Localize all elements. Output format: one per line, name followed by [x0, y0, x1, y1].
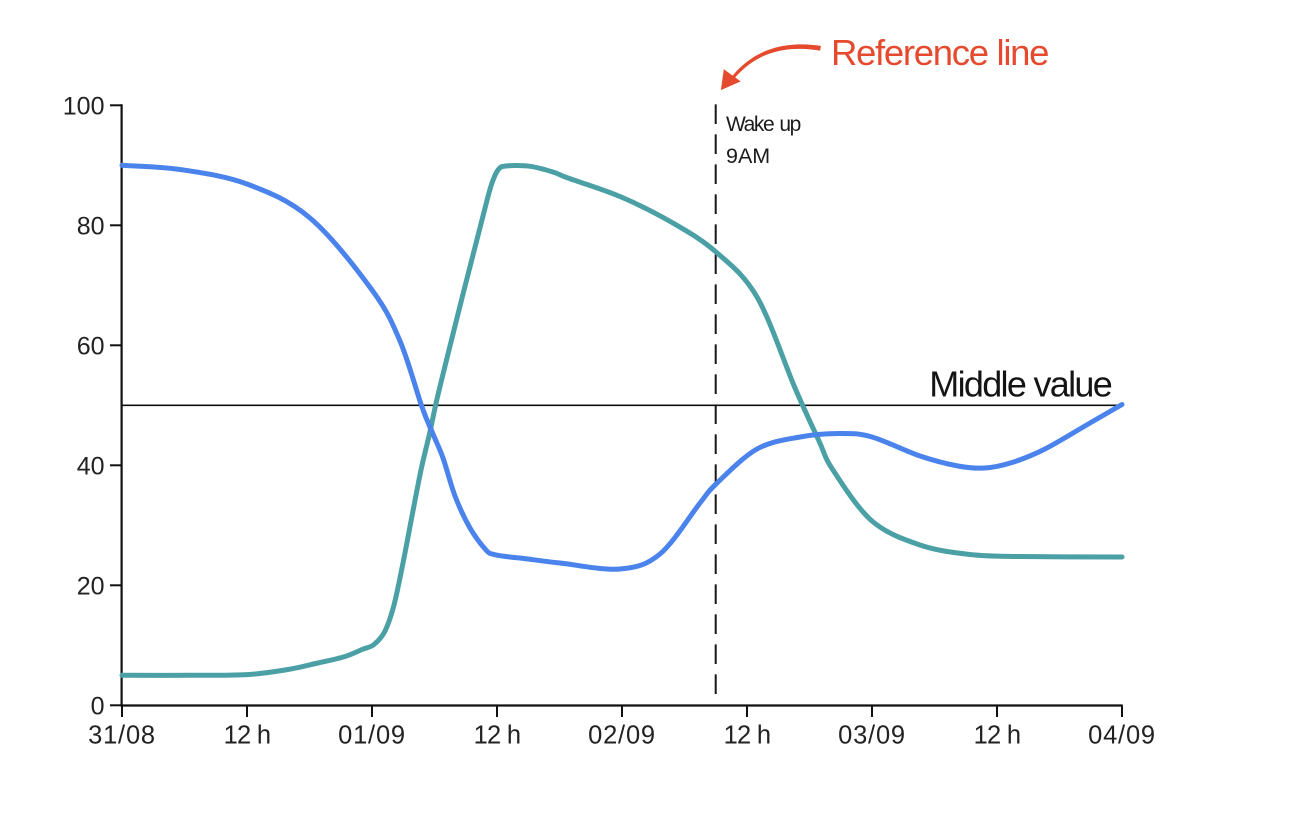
svg-text:Reference line: Reference line	[831, 32, 1048, 73]
svg-text:0: 0	[91, 693, 105, 721]
svg-text:12 h: 12 h	[974, 721, 1021, 749]
svg-text:03/09: 03/09	[838, 721, 906, 749]
svg-text:Wake up: Wake up	[726, 113, 801, 136]
svg-text:20: 20	[77, 573, 105, 601]
svg-text:Middle value: Middle value	[929, 364, 1111, 405]
svg-text:04/09: 04/09	[1088, 721, 1156, 749]
svg-text:40: 40	[77, 453, 105, 481]
svg-text:01/09: 01/09	[338, 721, 406, 749]
svg-text:31/08: 31/08	[88, 721, 156, 749]
svg-text:100: 100	[63, 93, 105, 121]
svg-text:02/09: 02/09	[588, 721, 656, 749]
svg-text:60: 60	[77, 333, 105, 361]
svg-text:12 h: 12 h	[474, 721, 521, 749]
svg-text:12 h: 12 h	[224, 721, 271, 749]
svg-text:12 h: 12 h	[724, 721, 771, 749]
svg-text:80: 80	[77, 213, 105, 241]
svg-text:9AM: 9AM	[726, 144, 770, 168]
